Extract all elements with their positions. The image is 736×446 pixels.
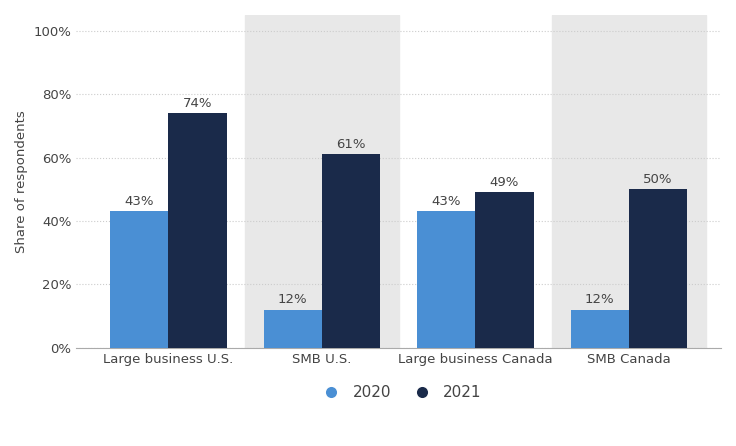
Bar (245, 15, 399, 347)
Bar (629, 189, 687, 347)
Text: 12%: 12% (585, 293, 615, 306)
Bar (110, 211, 169, 347)
Bar (475, 192, 534, 347)
Text: 43%: 43% (431, 195, 461, 208)
Text: 74%: 74% (183, 97, 212, 110)
Y-axis label: Share of respondents: Share of respondents (15, 110, 28, 253)
Legend: 2020, 2021: 2020, 2021 (310, 380, 487, 407)
Bar (552, 15, 706, 347)
Text: 49%: 49% (490, 176, 520, 189)
Bar (570, 310, 629, 347)
Text: 50%: 50% (643, 173, 673, 186)
Text: 61%: 61% (336, 138, 366, 151)
Bar (263, 310, 322, 347)
Bar (417, 211, 475, 347)
Text: 12%: 12% (278, 293, 308, 306)
Bar (169, 113, 227, 347)
Bar (322, 154, 381, 347)
Text: 43%: 43% (124, 195, 154, 208)
